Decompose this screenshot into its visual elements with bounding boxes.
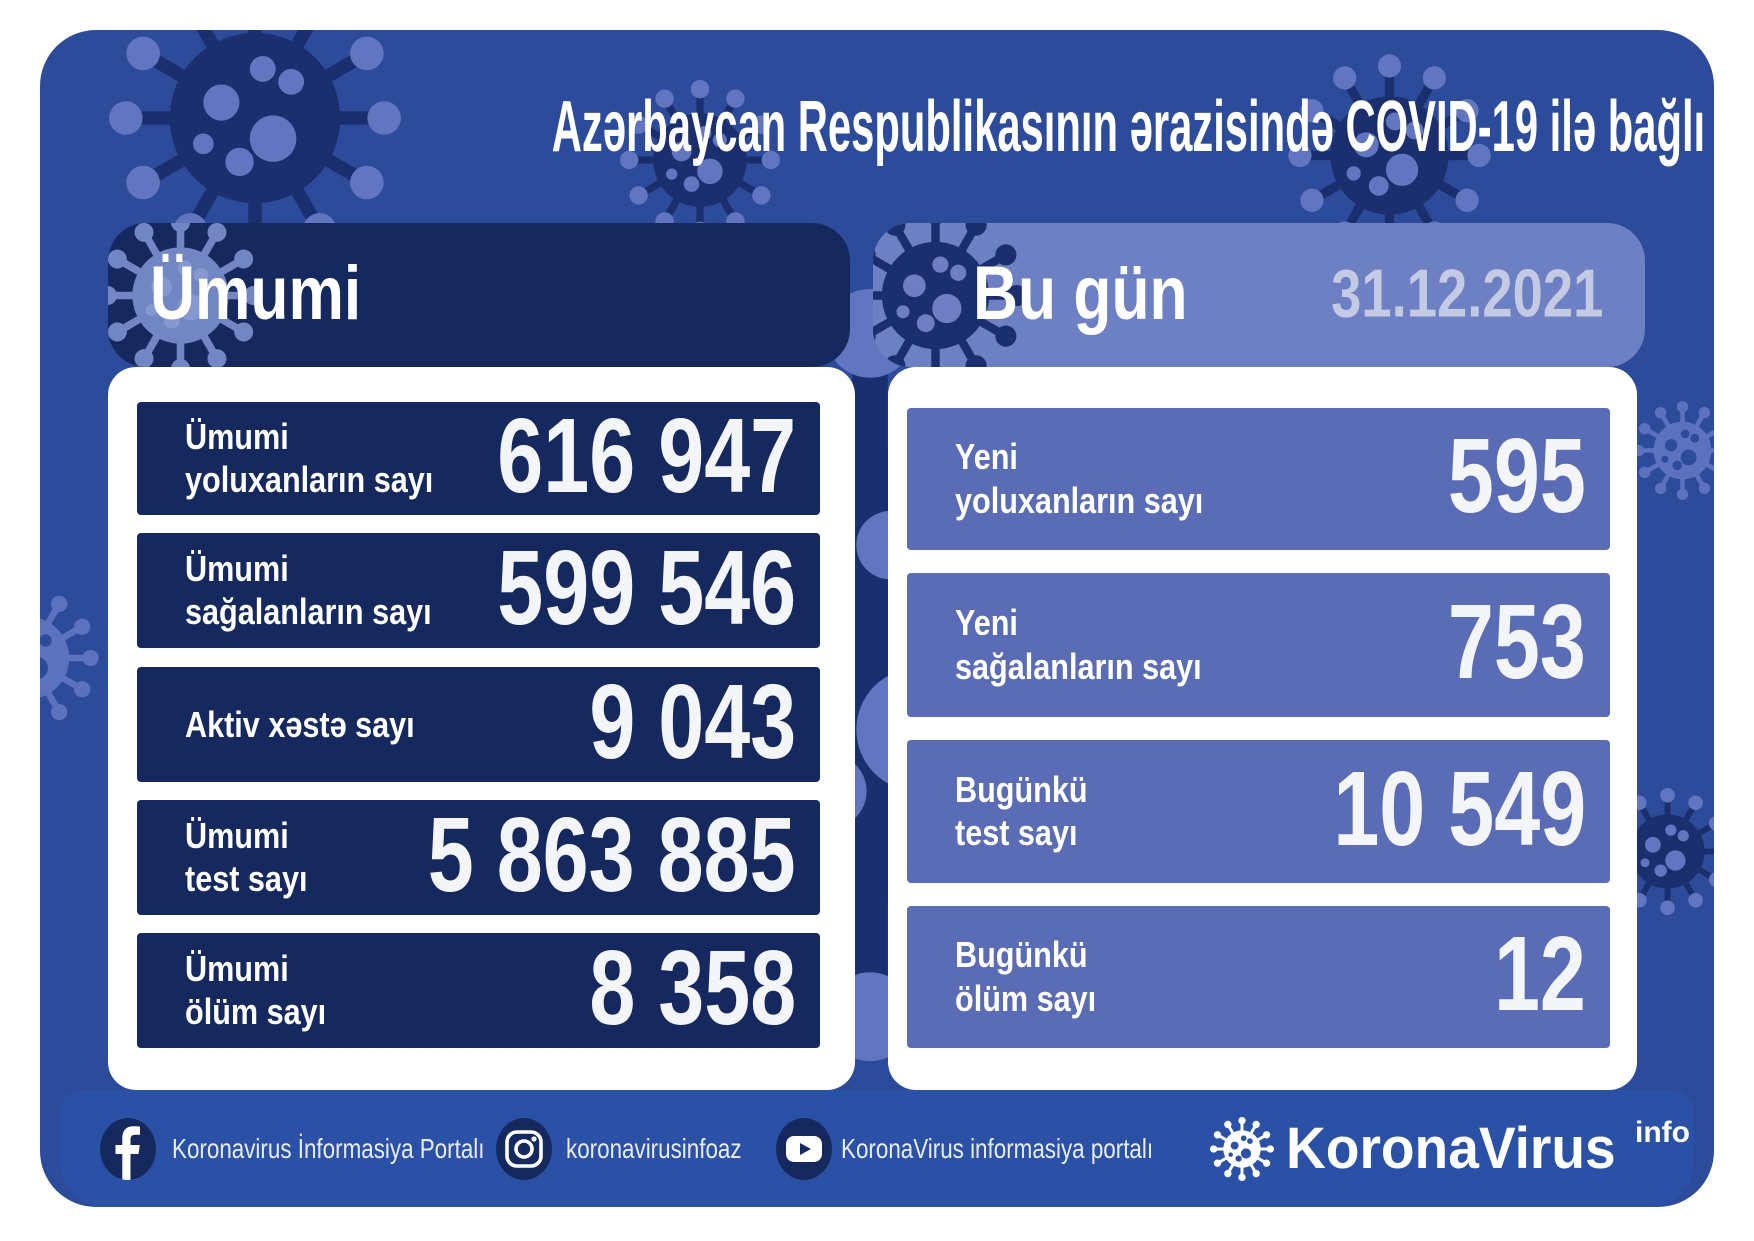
stat-label: Yeni sağalanların sayı [955, 601, 1202, 689]
stat-label: Ümumi test sayı [185, 814, 307, 902]
youtube-label[interactable]: KoronaVirus informasiya portalı [841, 1132, 1154, 1164]
stat-row-new-infected: Yeni yoluxanların sayı 595 [907, 408, 1610, 550]
stat-label-line1: Ümumi [185, 814, 289, 856]
stat-label: Aktiv xəstə sayı [185, 703, 415, 747]
stat-label-line2: ölüm sayı [185, 991, 327, 1033]
facebook-link[interactable] [100, 1117, 156, 1180]
stat-label-line1: Bugünkü [955, 934, 1088, 976]
stat-value: 10 549 [1333, 749, 1586, 868]
stat-row-total-tests: Ümumi test sayı 5 863 885 [137, 796, 820, 915]
report-date: 31.12.2021 [1330, 255, 1603, 332]
stat-label-line2: sağalanların sayı [955, 646, 1202, 687]
stat-label-line2: test sayı [185, 858, 308, 900]
footer-bar: Koronavirus İnformasiya Portalı koronavi… [60, 1090, 1694, 1207]
stat-value: 616 947 [497, 396, 796, 515]
stat-label-line2: yoluxanların sayı [955, 480, 1204, 521]
stat-row-total-infected: Ümumi yoluxanların sayı 616 947 [137, 397, 820, 515]
instagram-label[interactable]: koronavirusinfoaz [566, 1132, 742, 1164]
stat-label-line1: Aktiv xəstə sayı [185, 703, 415, 745]
stat-label-line2: yoluxanların sayı [185, 459, 434, 501]
stat-row-total-deaths: Ümumi ölüm sayı 8 358 [137, 929, 820, 1048]
total-panel-header: Ümumi [108, 223, 850, 367]
page-title-text: Azərbaycan Respublikasının ərazisində CO… [551, 87, 1714, 167]
poster-canvas: Azərbaycan Respublikasının ərazisində CO… [40, 30, 1714, 1207]
stat-label: Ümumi ölüm sayı [185, 947, 326, 1035]
virus-icon [1208, 1115, 1276, 1183]
stat-label: Ümumi sağalanların sayı [185, 547, 432, 635]
stat-row-today-tests: Bugünkü test sayı 10 549 [907, 740, 1610, 883]
instagram-icon [505, 1129, 543, 1168]
youtube-icon [786, 1135, 822, 1162]
stat-label-line1: Yeni [955, 436, 1018, 478]
total-panel-title: Ümumi [150, 250, 362, 336]
stat-label: Bugünkü test sayı [955, 768, 1088, 856]
today-panel-title: Bu gün [973, 250, 1188, 336]
facebook-label[interactable]: Koronavirus İnformasiya Portalı [172, 1132, 485, 1164]
stat-label-line1: Ümumi [185, 415, 289, 457]
stat-label: Bugünkü ölüm sayı [955, 933, 1096, 1021]
stat-label: Ümumi yoluxanların sayı [185, 415, 433, 503]
stat-label-line2: sağalanların sayı [185, 591, 432, 633]
stat-value: 599 546 [497, 528, 796, 647]
facebook-icon [115, 1125, 140, 1180]
stat-row-today-deaths: Bugünkü ölüm sayı 12 [907, 906, 1610, 1048]
stat-value: 8 358 [589, 928, 796, 1047]
stat-row-total-recovered: Ümumi sağalanların sayı 599 546 [137, 529, 820, 648]
stat-label-line1: Yeni [955, 602, 1018, 644]
logo-suffix: info [1635, 1115, 1690, 1149]
koronavirus-info-logo[interactable]: KoronaVirus info [1208, 1115, 1690, 1183]
today-panel-header: Bu gün 31.12.2021 [873, 223, 1645, 367]
virus-decoration-icon [40, 583, 103, 733]
stat-value: 595 [1448, 417, 1586, 536]
stat-label-line2: test sayı [955, 812, 1078, 854]
stat-label: Yeni yoluxanların sayı [955, 435, 1203, 523]
stat-label-line1: Bugünkü [955, 768, 1088, 810]
stat-label-line1: Ümumi [185, 547, 289, 589]
stat-row-new-recovered: Yeni sağalanların sayı 753 [907, 573, 1610, 717]
stat-label-line2: ölüm sayı [955, 978, 1097, 1019]
logo-wordmark: KoronaVirus [1286, 1116, 1616, 1181]
stat-value: 12 [1494, 915, 1586, 1034]
stat-value: 5 863 885 [428, 795, 796, 914]
youtube-link[interactable] [776, 1117, 832, 1180]
stat-value: 753 [1448, 583, 1586, 702]
stat-value: 9 043 [589, 662, 796, 781]
virus-decoration-icon [1630, 398, 1714, 503]
page-title: Azərbaycan Respublikasının ərazisində CO… [40, 86, 1714, 168]
stat-row-active-cases: Aktiv xəstə sayı 9 043 [137, 663, 820, 782]
instagram-link[interactable] [496, 1117, 552, 1180]
stat-label-line1: Ümumi [185, 947, 289, 989]
